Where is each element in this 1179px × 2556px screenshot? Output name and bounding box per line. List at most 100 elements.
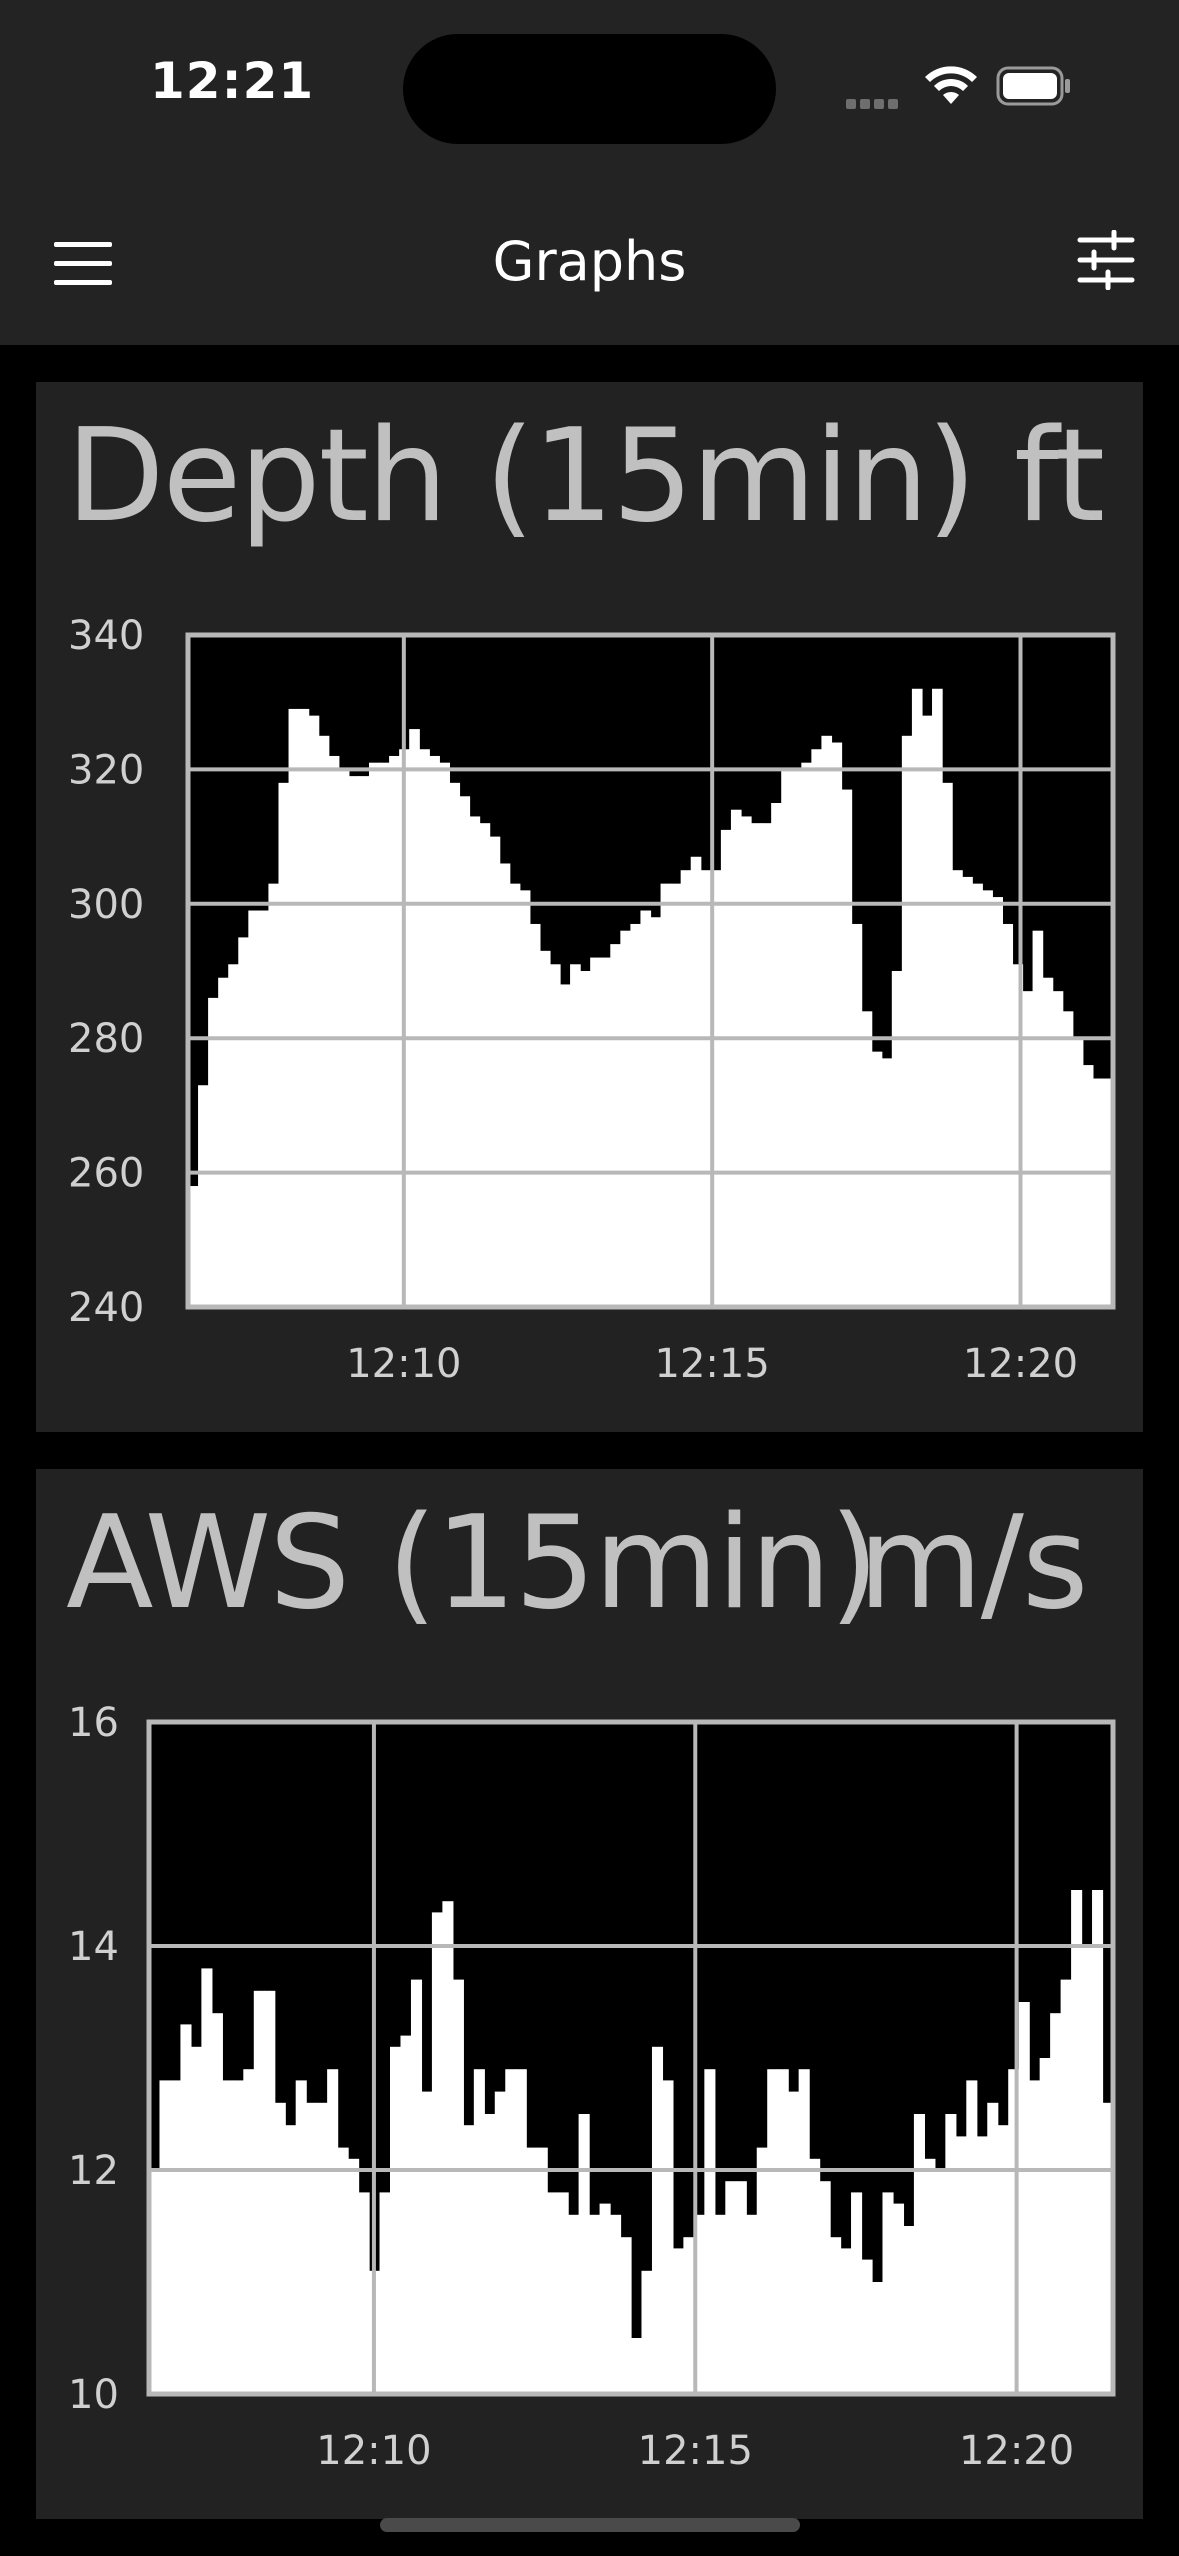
depth-y-tick-label: 300 xyxy=(68,882,144,928)
aws-bar xyxy=(851,2192,863,2394)
aws-bar xyxy=(211,2013,223,2394)
depth-bar xyxy=(771,803,782,1307)
home-indicator[interactable] xyxy=(380,2518,800,2532)
depth-plot-frame xyxy=(185,632,1116,1310)
aws-bar xyxy=(662,2080,674,2394)
aws-bar xyxy=(788,2091,800,2394)
depth-bar xyxy=(710,870,722,1307)
aws-bar xyxy=(725,2181,737,2394)
aws-bar xyxy=(955,2136,967,2394)
aws-bar xyxy=(421,2091,433,2394)
aws-x-tick-label: 12:20 xyxy=(959,2428,1074,2474)
aws-bar xyxy=(463,2125,475,2394)
depth-bar xyxy=(328,755,340,1307)
depth-bar xyxy=(308,715,320,1307)
aws-bar xyxy=(976,2136,988,2394)
aws-bar xyxy=(830,2237,842,2394)
aws-bar xyxy=(966,2080,978,2394)
depth-bar xyxy=(1052,991,1064,1307)
depth-bar xyxy=(549,964,561,1307)
depth-bar xyxy=(942,782,953,1307)
status-bar: 12:21 xyxy=(0,0,1179,190)
depth-x-tick-label: 12:10 xyxy=(346,1341,461,1387)
depth-bar xyxy=(539,950,551,1307)
aws-bar xyxy=(515,2069,527,2394)
depth-bar xyxy=(389,755,400,1307)
aws-bar xyxy=(190,2046,202,2394)
aws-bar xyxy=(704,2069,716,2394)
depth-graph-title: Depth (15min) xyxy=(66,402,977,551)
depth-bar xyxy=(1022,991,1034,1307)
depth-bar xyxy=(499,863,511,1307)
depth-bar xyxy=(379,762,390,1307)
depth-bar xyxy=(570,964,581,1307)
aws-bar xyxy=(620,2237,632,2394)
aws-bar xyxy=(861,2259,873,2394)
aws-graph-card[interactable]: AWS (15min) m/s 16 14 12 10 12:10 12:15 12:20 xyxy=(36,1469,1143,2519)
aws-bar xyxy=(892,2203,905,2394)
hamburger-menu-icon[interactable] xyxy=(54,242,112,286)
depth-bar xyxy=(881,1058,893,1307)
depth-bar xyxy=(228,964,239,1307)
depth-unit-label: ft xyxy=(1014,402,1105,551)
depth-bar xyxy=(620,930,631,1307)
depth-chart: 340 320 300 280 260 240 12:10 12:15 12:20 xyxy=(68,613,1116,1387)
aws-bar xyxy=(945,2114,957,2394)
aws-bar xyxy=(274,2102,286,2394)
aws-bar xyxy=(756,2147,768,2394)
aws-bar xyxy=(557,2192,569,2394)
depth-bar xyxy=(459,796,471,1307)
status-time: 12:21 xyxy=(150,52,315,110)
aws-bar xyxy=(913,2114,925,2394)
depth-bar xyxy=(972,883,983,1307)
depth-bar xyxy=(720,829,732,1307)
depth-title-text: Depth (15min) xyxy=(66,402,977,551)
depth-bar xyxy=(901,735,913,1307)
aws-chart: 16 14 12 10 12:10 12:15 12:20 xyxy=(68,1700,1116,2474)
aws-bar xyxy=(903,2226,915,2394)
aws-bar xyxy=(872,2282,884,2394)
depth-bar xyxy=(188,1186,199,1307)
aws-bar xyxy=(809,2158,821,2394)
depth-bar xyxy=(700,870,712,1307)
depth-graph-card[interactable]: Depth (15min) ft 340 320 300 280 260 240 12:10… xyxy=(36,382,1143,1432)
depth-bar xyxy=(821,735,833,1307)
depth-bar xyxy=(982,890,993,1307)
aws-bar xyxy=(505,2069,517,2394)
depth-bar xyxy=(1082,1065,1094,1307)
depth-bar xyxy=(831,742,843,1307)
depth-bar xyxy=(690,856,702,1307)
depth-bar xyxy=(932,688,943,1307)
aws-bar xyxy=(987,2102,999,2394)
aws-title-text: AWS (15min) xyxy=(66,1489,879,1638)
aws-bar xyxy=(746,2214,758,2394)
aws-bar xyxy=(1008,2069,1020,2394)
depth-bar xyxy=(268,883,280,1307)
depth-bar xyxy=(761,823,772,1307)
depth-x-tick-label: 12:15 xyxy=(655,1341,770,1387)
aws-bar xyxy=(840,2248,852,2394)
aws-bar xyxy=(526,2147,538,2394)
depth-y-tick-label: 340 xyxy=(68,613,144,659)
aws-bar xyxy=(1102,2102,1114,2394)
sliders-filter-icon[interactable] xyxy=(1076,230,1136,290)
depth-bar xyxy=(640,910,652,1307)
depth-bar xyxy=(358,776,370,1307)
depth-bar xyxy=(1092,1078,1104,1307)
aws-bar xyxy=(631,2338,643,2394)
aws-bar xyxy=(1018,2002,1030,2394)
depth-bar xyxy=(1062,1011,1074,1307)
aws-x-tick-label: 12:15 xyxy=(638,2428,753,2474)
depth-y-tick-label: 260 xyxy=(68,1151,144,1197)
depth-bar xyxy=(580,971,591,1307)
depth-bar xyxy=(258,910,270,1307)
depth-bar xyxy=(278,782,290,1307)
depth-bar xyxy=(318,735,330,1307)
depth-bar xyxy=(419,749,430,1307)
depth-y-tick-label: 280 xyxy=(68,1016,144,1062)
aws-bar xyxy=(1092,1890,1104,2394)
aws-bar xyxy=(337,2147,349,2394)
depth-bar xyxy=(509,883,521,1307)
depth-bar xyxy=(911,688,923,1307)
depth-bar xyxy=(218,977,229,1307)
